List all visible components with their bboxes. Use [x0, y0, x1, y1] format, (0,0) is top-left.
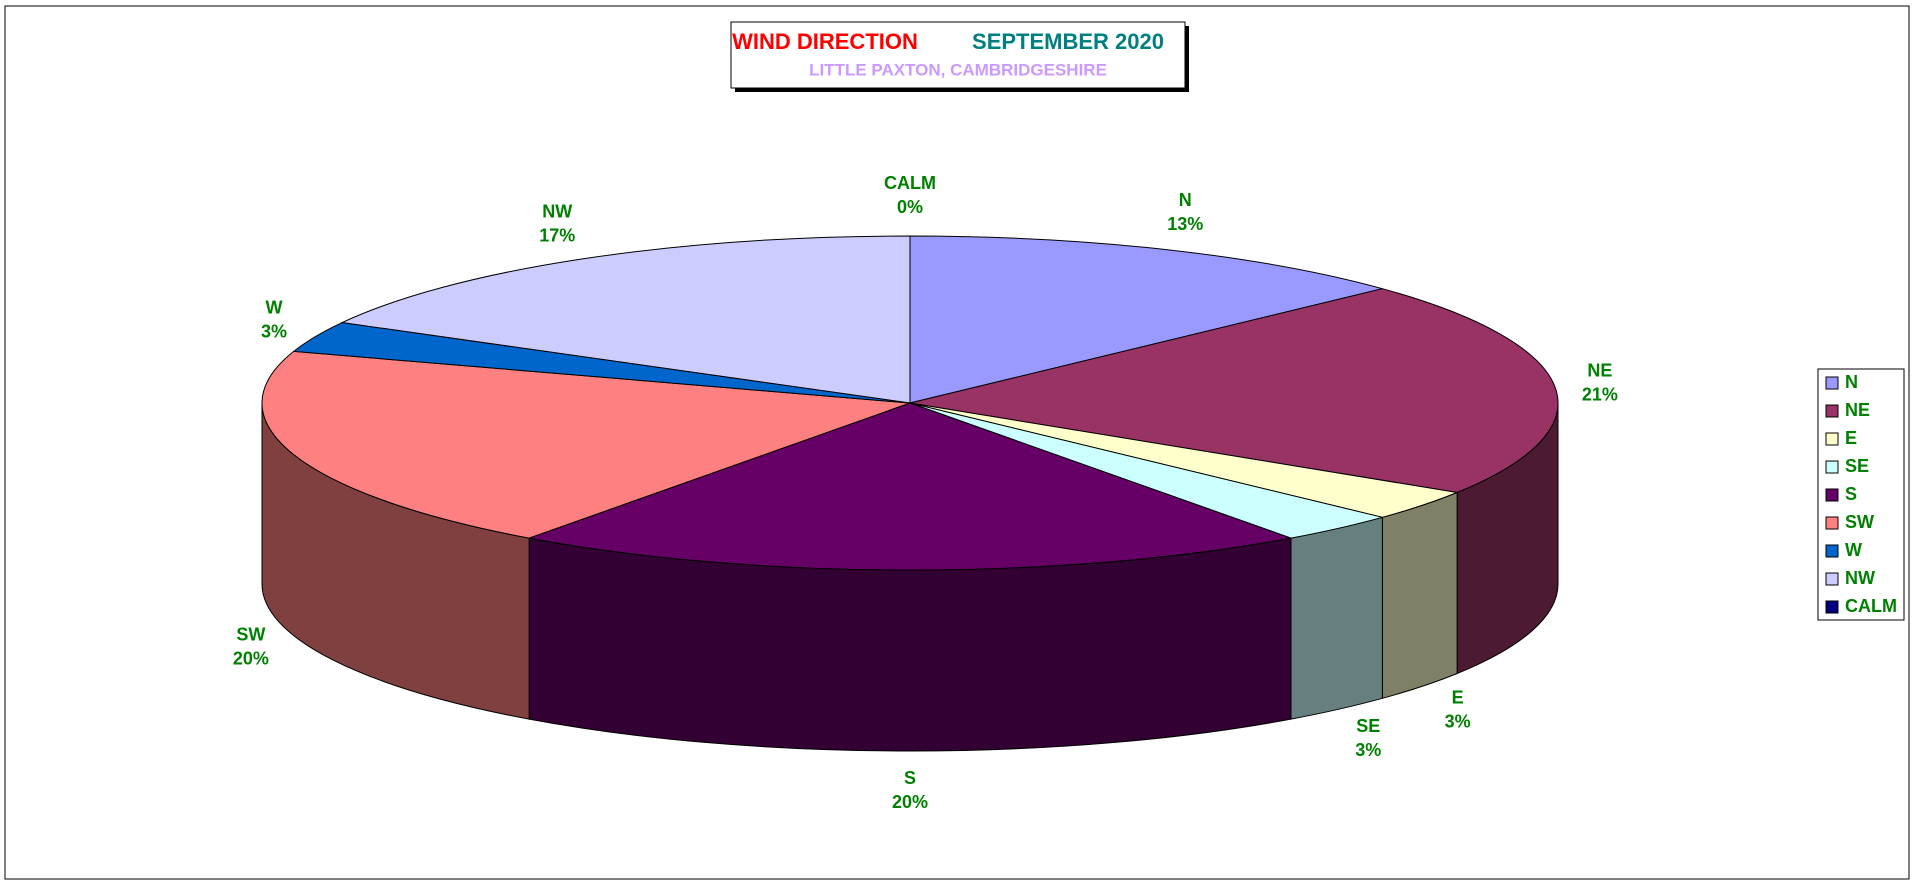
legend-swatch [1825, 376, 1839, 390]
legend-label: S [1845, 484, 1857, 504]
legend-swatch [1825, 572, 1839, 586]
slice [909, 288, 1559, 493]
legend-swatch [1825, 544, 1839, 558]
data-label-name: N [1179, 190, 1192, 210]
legend-label: SE [1845, 456, 1869, 476]
legend-label: E [1845, 428, 1857, 448]
data-label-value: 0% [897, 197, 923, 217]
legend-label: NW [1845, 568, 1875, 588]
data-label-value: 17% [539, 226, 575, 246]
data-label-name: CALM [884, 173, 936, 193]
data-label-name: SE [1356, 716, 1380, 736]
legend-label: N [1845, 372, 1858, 392]
data-label-value: 13% [1167, 214, 1203, 234]
data-label-value: 3% [1445, 712, 1471, 732]
legend-label: W [1845, 540, 1862, 560]
legend-swatch [1825, 432, 1839, 446]
data-label-name: E [1452, 688, 1464, 708]
legend-label: CALM [1845, 596, 1897, 616]
legend-swatch [1825, 488, 1839, 502]
slice [527, 402, 1293, 571]
data-label-value: 3% [261, 322, 287, 342]
legend-label: SW [1845, 512, 1874, 532]
data-label-name: NW [542, 202, 572, 222]
data-label-name: SW [236, 625, 265, 645]
data-label-value: 3% [1355, 740, 1381, 760]
legend-swatch [1825, 460, 1839, 474]
legend-swatch [1825, 404, 1839, 418]
data-label-name: NE [1587, 360, 1612, 380]
chart-title: WIND DIRECTION [732, 29, 918, 54]
slice [261, 350, 911, 539]
data-label-name: W [265, 298, 282, 318]
slice-side [1290, 516, 1383, 720]
legend-swatch [1825, 600, 1839, 614]
legend-swatch [1825, 516, 1839, 530]
slice [909, 235, 1383, 404]
slice-side [1381, 491, 1458, 699]
data-label-name: S [904, 768, 916, 788]
title-box [730, 21, 1186, 89]
data-label-value: 20% [892, 792, 928, 812]
chart-subtitle: LITTLE PAXTON, CAMBRIDGESHIRE [809, 60, 1107, 79]
data-label-value: 21% [1582, 384, 1618, 404]
data-label-value: 20% [233, 649, 269, 669]
chart-title-period: SEPTEMBER 2020 [972, 29, 1164, 54]
legend-label: NE [1845, 400, 1870, 420]
slice [340, 235, 911, 404]
